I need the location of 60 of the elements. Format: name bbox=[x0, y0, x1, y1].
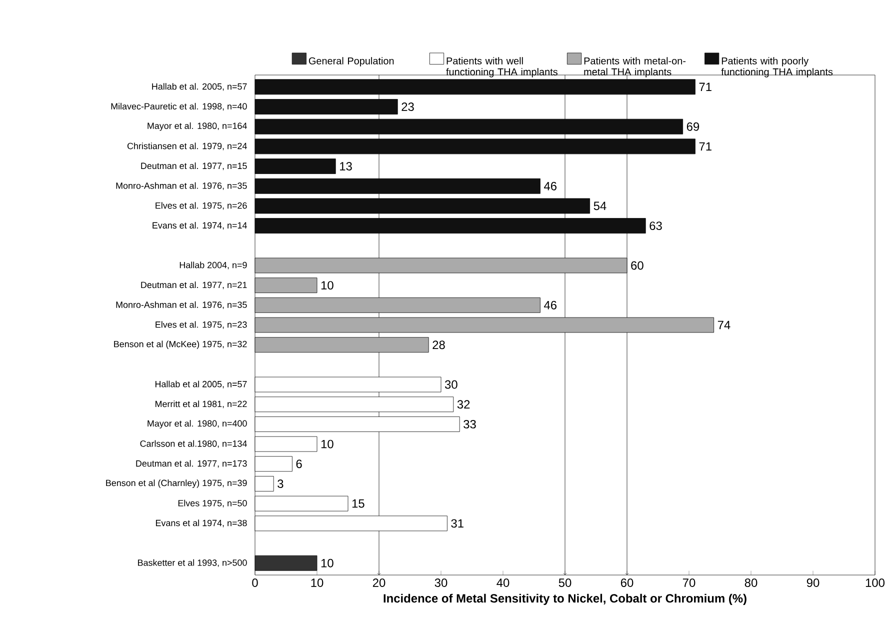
y-tick-label: Deutman et al. 1977, n=173 bbox=[136, 460, 247, 468]
x-axis-title: Incidence of Metal Sensitivity to Nickel, Cobalt or Chromium (%) bbox=[384, 594, 746, 605]
data-label: 3 bbox=[278, 480, 284, 488]
legend-label: Patients with metal-on-metal THA implants bbox=[584, 57, 686, 78]
y-tick-label: Benson et al (McKee) 1975, n=32 bbox=[114, 340, 247, 350]
data-label: 10 bbox=[321, 558, 334, 568]
data-label: 46 bbox=[544, 182, 556, 190]
data-label: 28 bbox=[432, 340, 445, 350]
data-label: 6 bbox=[296, 460, 302, 468]
y-tick-label: Hallab 2004, n=9 bbox=[180, 262, 247, 270]
data-label: 15 bbox=[352, 499, 364, 508]
y-tick-label: Mayor et al. 1980, n=400 bbox=[148, 420, 247, 428]
legend-label: General Population bbox=[308, 57, 394, 66]
y-tick-label: Carlsson et al.1980, n=134 bbox=[140, 440, 247, 448]
data-label: 10 bbox=[321, 281, 334, 290]
y-tick-label: Evans et al 1974, n=38 bbox=[156, 520, 247, 528]
data-label: 60 bbox=[631, 261, 644, 270]
data-label: 32 bbox=[457, 400, 470, 409]
y-tick-label: Milavec-Pauretic et al. 1998, n=40 bbox=[111, 102, 247, 111]
data-label: 54 bbox=[594, 202, 606, 210]
legend-label: Patients with well functioning THA implants bbox=[446, 57, 558, 78]
x-tick-label: 10 bbox=[311, 578, 324, 587]
x-tick-label: 50 bbox=[558, 578, 572, 587]
data-label: 74 bbox=[718, 320, 730, 330]
y-tick-label: Monro-Ashman et al. 1976, n=35 bbox=[116, 182, 247, 190]
data-label: 46 bbox=[544, 300, 556, 310]
y-tick-label: Monro-Ashman et al. 1976, n=35 bbox=[116, 301, 247, 309]
y-tick-label: Elves 1975, n=50 bbox=[178, 500, 247, 508]
data-label: 69 bbox=[686, 122, 700, 131]
y-tick-label: Deutman et al. 1977, n=21 bbox=[141, 281, 247, 290]
legend-label: Patients with poorly functioning THA implants bbox=[721, 57, 833, 78]
x-tick-label: 0 bbox=[252, 578, 258, 587]
y-tick-label: Elves et al. 1975, n=23 bbox=[156, 321, 247, 329]
data-label: 13 bbox=[340, 162, 352, 170]
y-tick-label: Christiansen et al. 1979, n=24 bbox=[127, 142, 247, 150]
data-label: 30 bbox=[444, 380, 458, 389]
x-tick-label: 70 bbox=[682, 578, 696, 587]
data-label: 63 bbox=[650, 222, 662, 230]
y-tick-label: Basketter et al 1993, n>500 bbox=[138, 559, 247, 567]
x-tick-label: 20 bbox=[372, 578, 386, 587]
data-label: 71 bbox=[699, 142, 712, 151]
y-tick-label: Evans et al. 1974, n=14 bbox=[152, 222, 247, 230]
data-label: 33 bbox=[464, 420, 476, 428]
y-tick-label: Hallab et al. 2005, n=57 bbox=[152, 83, 247, 91]
data-label: 10 bbox=[321, 440, 334, 448]
y-tick-label: Elves et al. 1975, n=26 bbox=[156, 202, 247, 210]
x-tick-label: 60 bbox=[620, 578, 634, 587]
x-tick-label: 30 bbox=[434, 578, 448, 587]
x-tick-label: 100 bbox=[866, 578, 885, 587]
data-label: 71 bbox=[699, 82, 712, 92]
data-label: 31 bbox=[451, 519, 464, 528]
y-tick-label: Mayor et al. 1980, n=164 bbox=[148, 122, 247, 131]
data-label: 23 bbox=[402, 102, 414, 111]
x-tick-label: 40 bbox=[496, 578, 510, 587]
y-tick-label: Deutman et al. 1977, n=15 bbox=[141, 162, 247, 170]
y-tick-label: Merritt et al 1981, n=22 bbox=[156, 400, 247, 408]
x-tick-label: 80 bbox=[744, 578, 758, 587]
y-tick-label: Hallab et al 2005, n=57 bbox=[155, 380, 247, 388]
y-tick-label: Benson et al (Charnley) 1975, n=39 bbox=[106, 480, 247, 488]
x-tick-label: 90 bbox=[806, 578, 820, 587]
